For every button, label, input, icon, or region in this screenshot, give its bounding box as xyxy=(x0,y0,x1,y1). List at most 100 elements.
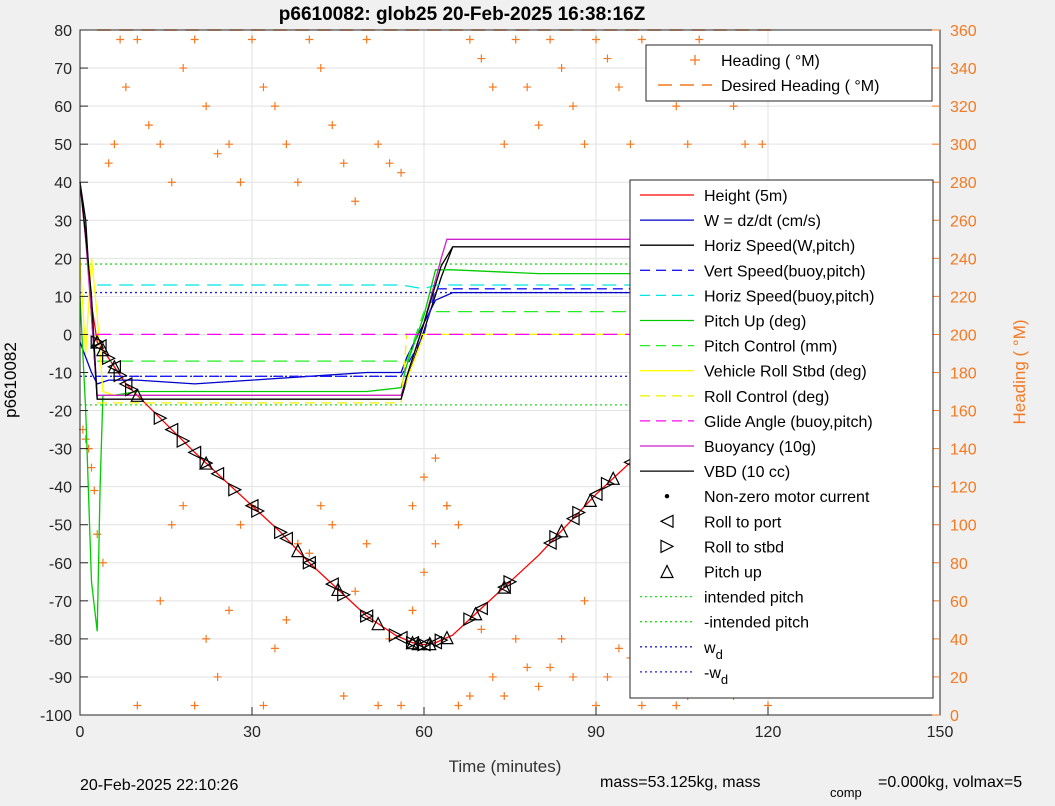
legend-swatch-triangle xyxy=(659,514,674,529)
marker-roll-stbd xyxy=(337,587,352,602)
footer-mass-sub: comp xyxy=(830,785,862,800)
heading-point xyxy=(156,140,165,149)
legend-label: Vert Speed(buoy,pitch) xyxy=(704,263,866,280)
heading-point xyxy=(259,83,268,92)
y-tick-label-right: 360 xyxy=(950,23,977,40)
y-tick-label-left: -10 xyxy=(49,366,72,383)
marker-roll-stbd xyxy=(600,476,615,491)
legend-label: Horiz Speed(buoy,pitch) xyxy=(704,288,874,305)
marker-pitch-up xyxy=(606,470,621,485)
marker-pitch-up xyxy=(371,616,386,631)
legend-label: VBD (10 cc) xyxy=(704,464,790,481)
y-tick-label-right: 320 xyxy=(950,99,977,116)
heading-point xyxy=(270,102,279,111)
heading-point xyxy=(431,539,440,548)
heading-point xyxy=(213,672,222,681)
heading-point xyxy=(729,102,738,111)
heading-point xyxy=(477,54,486,63)
marker-pitch-up xyxy=(583,493,598,507)
heading-point xyxy=(328,121,337,130)
heading-point xyxy=(672,701,681,710)
marker-roll-stbd xyxy=(199,456,214,471)
heading-point xyxy=(305,35,314,44)
y-tick-label-left: 10 xyxy=(54,289,72,306)
footer-mass-b: =0.000kg, volmax=5 xyxy=(878,774,1022,791)
marker-roll-stbd xyxy=(251,504,266,518)
heading-point xyxy=(202,634,211,643)
y-tick-label-left: -50 xyxy=(49,518,72,535)
heading-point xyxy=(93,530,102,539)
heading-point xyxy=(465,35,474,44)
heading-point xyxy=(213,149,222,158)
y-tick-label-right: 340 xyxy=(950,61,977,78)
marker-pitch-up xyxy=(107,359,122,374)
legend-label: W = dz/dt (cm/s) xyxy=(704,213,821,230)
marker-pitch-up xyxy=(411,636,426,651)
marker-roll-stbd xyxy=(125,382,139,397)
y-tick-label-left: 40 xyxy=(54,175,72,192)
legend-label: Pitch up xyxy=(704,565,762,582)
x-tick-label: 60 xyxy=(415,724,433,741)
marker-pitch-up xyxy=(439,630,454,645)
heading-point xyxy=(557,64,566,73)
marker-roll-stbd xyxy=(90,335,105,350)
y-tick-label-left: -80 xyxy=(49,632,72,649)
marker-roll-stbd xyxy=(228,482,243,497)
legend-label: Roll Control (deg) xyxy=(704,389,829,406)
marker-pitch-up xyxy=(554,523,569,538)
heading-point xyxy=(339,691,348,700)
marker-pitch-up xyxy=(290,543,305,558)
y-tick-label-right: 220 xyxy=(950,289,977,306)
y-tick-label-right: 80 xyxy=(950,556,968,573)
y-tick-label-left: -30 xyxy=(49,442,72,459)
marker-roll-stbd xyxy=(405,635,420,650)
heading-point xyxy=(110,140,119,149)
y-tick-label-right: 0 xyxy=(950,708,959,725)
y-axis-label-left: p6610082 xyxy=(1,342,20,418)
heading-point xyxy=(374,701,383,710)
heading-point xyxy=(156,596,165,605)
heading-point xyxy=(270,644,279,653)
heading-point xyxy=(121,83,130,92)
heading-point xyxy=(511,634,520,643)
footer-date: 20-Feb-2025 22:10:26 xyxy=(80,777,238,794)
heading-point xyxy=(248,35,256,44)
marker-roll-stbd xyxy=(572,505,587,520)
heading-point xyxy=(672,102,681,111)
series-pitch_up xyxy=(79,269,768,632)
heading-point xyxy=(626,140,635,149)
heading-point xyxy=(420,473,428,482)
heading-point xyxy=(500,140,509,149)
heading-point xyxy=(408,606,417,615)
heading-point xyxy=(90,486,99,495)
heading-point xyxy=(374,140,383,149)
heading-point xyxy=(397,701,406,710)
marker-roll-stbd xyxy=(360,609,375,624)
heading-point xyxy=(236,178,245,187)
heading-point xyxy=(305,549,314,558)
heading-point xyxy=(190,701,199,710)
y-tick-label-left: -90 xyxy=(49,670,72,687)
y-tick-label-left: 50 xyxy=(54,137,72,154)
heading-point xyxy=(236,520,245,529)
marker-roll-stbd xyxy=(153,411,168,426)
marker-roll-stbd xyxy=(302,555,317,570)
heading-point xyxy=(569,102,578,111)
heading-point xyxy=(116,35,125,44)
heading-point xyxy=(511,35,520,44)
heading-point xyxy=(637,35,646,44)
heading-point xyxy=(465,691,474,700)
heading-point xyxy=(580,596,589,605)
y-tick-label-right: 260 xyxy=(950,213,977,230)
heading-point xyxy=(741,140,750,149)
heading-point xyxy=(408,501,417,510)
y-tick-label-left: -100 xyxy=(40,708,72,725)
marker-roll-port xyxy=(588,487,603,502)
marker-pitch-up xyxy=(497,579,512,594)
heading-point xyxy=(695,35,704,44)
y-tick-label-left: 0 xyxy=(63,327,72,344)
y-tick-label-right: 40 xyxy=(950,632,968,649)
marker-roll-stbd xyxy=(463,612,478,627)
